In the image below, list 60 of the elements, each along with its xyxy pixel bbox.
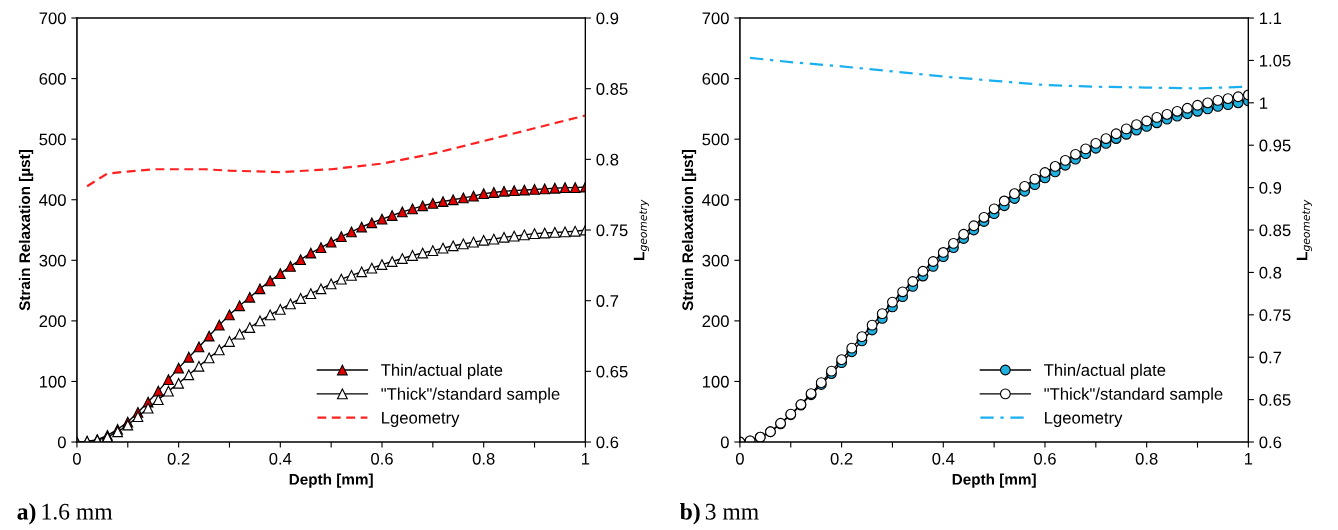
x-tick-label: 0.8 <box>1135 452 1158 465</box>
y-tick-label: 400 <box>702 194 729 206</box>
y2-tick-label: 0.65 <box>1259 394 1291 406</box>
y-tick-label: 500 <box>702 133 729 146</box>
y2-tick-label: 0.75 <box>596 224 628 237</box>
y2-tick-label: 0.8 <box>1259 266 1282 279</box>
x-tick-label: 0 <box>735 452 744 465</box>
legend-label: "Thick"/standard sample <box>1044 387 1223 404</box>
y2-tick-label: 0.7 <box>1259 351 1282 364</box>
y2-tick-label: 0.75 <box>1259 309 1291 322</box>
y-tick-label: 0 <box>720 436 729 449</box>
x-tick-label: 1 <box>582 453 590 465</box>
y-tick-label: 700 <box>702 12 729 25</box>
x-tick-label: 0.2 <box>167 452 190 465</box>
y-axis-title: Strain Relaxation [µst] <box>681 150 697 311</box>
y2-axis-title: L$_{geometry}$ <box>633 199 650 260</box>
x-tick-label: 1 <box>1244 453 1253 465</box>
legend-label: Thin/actual plate <box>1044 363 1166 380</box>
y2-tick-label: 0.6 <box>596 436 619 449</box>
y2-tick-label: 0.9 <box>596 12 619 25</box>
y2-axis-title: L$_{geometry}$ <box>1296 199 1312 260</box>
y-tick-label: 0 <box>57 436 66 449</box>
y-tick-label: 200 <box>702 315 729 328</box>
y2-tick-label: 0.7 <box>596 295 619 307</box>
y-tick-label: 600 <box>702 72 729 85</box>
x-tick-label: 0.8 <box>472 452 495 465</box>
y-tick-label: 100 <box>702 375 729 388</box>
x-tick-label: 0.4 <box>269 452 292 465</box>
legend-label: Thin/actual plate <box>381 363 503 380</box>
legend-label: Lgeometry <box>1045 412 1123 428</box>
y-tick-label: 500 <box>39 133 66 146</box>
y-tick-label: 300 <box>39 254 66 267</box>
text: a) 1.6 mm <box>17 503 113 525</box>
y-tick-label: 100 <box>39 375 66 388</box>
x-axis-title: Depth [mm] <box>289 473 373 488</box>
y2-tick-label: 0.9 <box>1259 182 1282 194</box>
y2-tick-label: 0.65 <box>596 365 628 378</box>
x-tick-label: 0.6 <box>371 452 393 465</box>
legend-label: "Thick"/standard sample <box>381 387 560 404</box>
y-tick-label: 200 <box>39 315 66 328</box>
y-axis-title: Strain Relaxation [µst] <box>18 150 34 311</box>
y2-tick-label: 0.95 <box>1259 139 1291 152</box>
y-tick-label: 300 <box>702 254 729 267</box>
y-tick-label: 700 <box>39 12 66 25</box>
y2-tick-label: 1 <box>1260 97 1268 109</box>
x-tick-label: 0.4 <box>932 452 955 465</box>
y-tick-label: 400 <box>39 194 66 206</box>
y2-tick-label: 0.85 <box>596 83 628 95</box>
y-tick-label: 600 <box>39 72 66 85</box>
text: b) 3 mm <box>680 503 759 525</box>
y2-tick-label: 1.05 <box>1260 54 1291 67</box>
x-tick-label: 0 <box>72 452 81 465</box>
legend-label: Lgeometry <box>382 412 460 428</box>
y2-tick-label: 1.1 <box>1260 12 1282 25</box>
y2-tick-label: 0.8 <box>596 153 619 166</box>
y2-tick-label: 0.6 <box>1259 436 1282 449</box>
y2-tick-label: 0.85 <box>1259 224 1291 237</box>
x-axis-title: Depth [mm] <box>952 473 1036 488</box>
x-tick-label: 0.2 <box>830 452 853 465</box>
x-tick-label: 0.6 <box>1034 452 1056 465</box>
